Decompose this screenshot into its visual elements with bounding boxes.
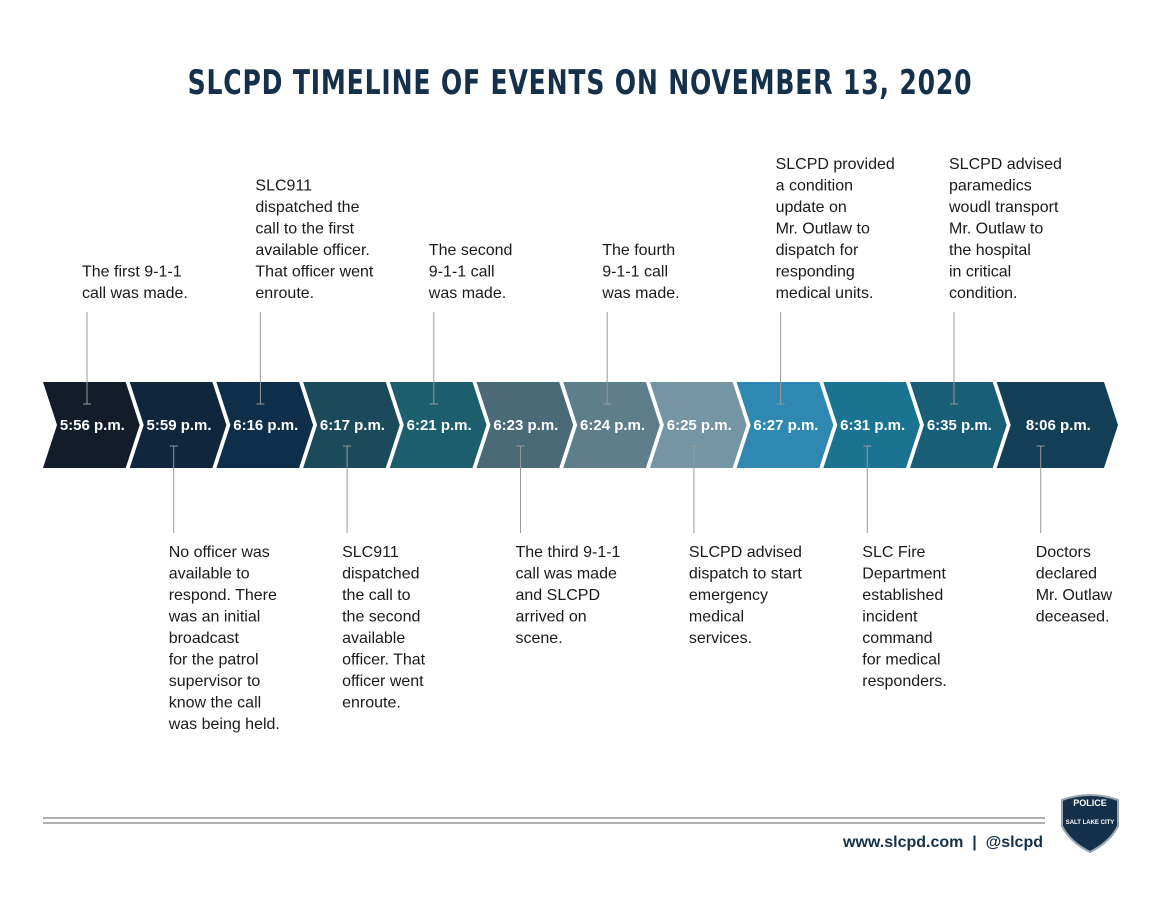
event-description: available	[342, 630, 405, 647]
event-description: broadcast	[169, 630, 240, 647]
chevron	[129, 382, 227, 468]
event-description: SLCPD provided	[776, 156, 895, 173]
event-time: 6:21 p.m.	[407, 417, 472, 434]
event-time: 6:31 p.m.	[840, 417, 905, 434]
event-description: a condition	[776, 178, 853, 195]
event-time: 6:27 p.m.	[753, 417, 818, 434]
event-description: enroute.	[342, 695, 401, 712]
logo: POLICE SALT LAKE CITY	[1061, 794, 1119, 854]
title: SLCPD TIMELINE OF EVENTS ON NOVEMBER 13,…	[188, 63, 973, 102]
chevron	[910, 382, 1007, 468]
event-time: 6:23 p.m.	[493, 417, 558, 434]
event-description: The second	[429, 242, 513, 259]
event-description: responding	[776, 264, 855, 281]
event-description: call was made.	[82, 285, 188, 302]
event-description: dispatch to start	[689, 566, 803, 583]
event-time: 5:56 p.m.	[60, 417, 125, 434]
event-description: officer. That	[342, 652, 426, 669]
event-description: update on	[776, 199, 847, 216]
event-description: medical units.	[776, 285, 874, 302]
event-description: dispatched the	[255, 199, 359, 216]
event-description: the second	[342, 609, 420, 626]
event-description: woudl transport	[948, 199, 1059, 216]
chevron	[476, 382, 574, 468]
event-description: medical	[689, 609, 744, 626]
event-description: Mr. Outlaw to	[776, 221, 870, 238]
event-description: paramedics	[949, 178, 1032, 195]
event-description: arrived on	[516, 609, 587, 626]
event-time: 6:16 p.m.	[233, 417, 298, 434]
event-description: for medical	[862, 652, 940, 669]
chevron	[216, 382, 314, 468]
event-description: Mr. Outlaw	[1036, 587, 1113, 604]
event-description: for the patrol	[169, 652, 259, 669]
event-description: scene.	[516, 630, 563, 647]
event-description: respond. There	[169, 587, 277, 604]
event-description: 9-1-1 call	[429, 264, 495, 281]
event-description: The third 9-1-1	[516, 544, 621, 561]
event-description: was made.	[601, 285, 679, 302]
event-description: Department	[862, 566, 946, 583]
event-description: officer went	[342, 673, 424, 690]
event-description: established	[862, 587, 943, 604]
event-description: the hospital	[949, 242, 1031, 259]
event-description: The fourth	[602, 242, 675, 259]
event-description: the call to	[342, 587, 411, 604]
chevron	[736, 382, 834, 468]
event-description: available to	[169, 566, 250, 583]
event-description: and SLCPD	[516, 587, 601, 604]
logo-top: POLICE	[1073, 798, 1107, 808]
event-description: was made.	[428, 285, 506, 302]
chevron	[823, 382, 920, 468]
event-description: in critical	[949, 264, 1011, 281]
chevron	[43, 382, 140, 468]
event-time: 6:24 p.m.	[580, 417, 645, 434]
event-description: call was made	[516, 566, 617, 583]
event-description: SLC911	[342, 544, 399, 561]
event-description: supervisor to	[169, 673, 261, 690]
logo-bottom: SALT LAKE CITY	[1066, 820, 1115, 826]
event-description: SLCPD advised	[949, 156, 1062, 173]
event-description: enroute.	[255, 285, 314, 302]
event-description: SLCPD advised	[689, 544, 802, 561]
event-time: 6:17 p.m.	[320, 417, 385, 434]
event-time: 6:35 p.m.	[927, 417, 992, 434]
event-description: dispatch for	[776, 242, 859, 259]
event-time: 8:06 p.m.	[1026, 417, 1091, 434]
event-description: services.	[689, 630, 752, 647]
event-description: deceased.	[1036, 609, 1110, 626]
event-time: 5:59 p.m.	[147, 417, 212, 434]
event-description: was being held.	[168, 716, 280, 733]
chevron	[303, 382, 400, 468]
event-description: condition.	[949, 285, 1018, 302]
event-description: SLC911	[255, 178, 312, 195]
event-description: incident	[862, 609, 918, 626]
event-description: know the call	[169, 695, 262, 712]
event-description: emergency	[689, 587, 768, 604]
event-description: The first 9-1-1	[82, 264, 182, 281]
chevron	[996, 382, 1118, 468]
event-description: Mr. Outlaw to	[949, 221, 1043, 238]
event-description: responders.	[862, 673, 947, 690]
footer-text: www.slcpd.com | @slcpd	[842, 834, 1043, 851]
event-description: command	[862, 630, 932, 647]
event-description: dispatched	[342, 566, 419, 583]
chevron	[389, 382, 487, 468]
event-description: No officer was	[169, 544, 270, 561]
event-time: 6:25 p.m.	[667, 417, 732, 434]
chevron	[649, 382, 747, 468]
event-description: was an initial	[168, 609, 261, 626]
chevron	[563, 382, 660, 468]
event-description: SLC Fire	[862, 544, 925, 561]
event-description: Doctors	[1036, 544, 1091, 561]
event-description: available officer.	[255, 242, 369, 259]
event-description: 9-1-1 call	[602, 264, 668, 281]
event-description: call to the first	[255, 221, 354, 238]
event-description: declared	[1036, 566, 1097, 583]
event-description: That officer went	[255, 264, 374, 281]
